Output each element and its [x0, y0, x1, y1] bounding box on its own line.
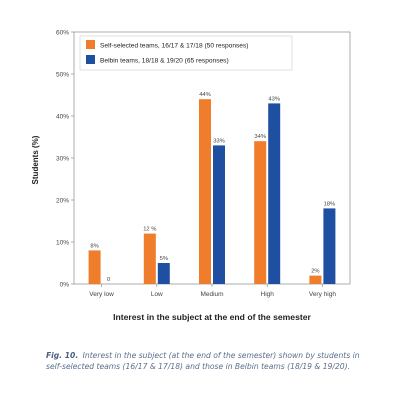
y-tick-label: 20% — [56, 198, 69, 205]
caption-text: Interest in the subject (at the end of t… — [46, 351, 360, 371]
y-tick-label: 0% — [60, 282, 70, 289]
bar-value-label: 44% — [199, 92, 211, 98]
x-axis-label: Interest in the subject at the end of th… — [113, 312, 311, 322]
legend-label: Belbin teams, 18/18 & 19/20 (65 response… — [100, 58, 229, 65]
x-tick-label: Low — [151, 291, 163, 298]
y-tick-label: 30% — [56, 156, 69, 163]
legend-label: Self-selected teams, 16/17 & 17/18 (50 r… — [100, 43, 248, 50]
bar-value-label: 34% — [254, 134, 266, 140]
y-tick-label: 10% — [56, 240, 69, 247]
bar-value-label: 33% — [213, 138, 225, 144]
figure-number: Fig. 10. — [46, 351, 79, 360]
legend-swatch — [86, 55, 95, 64]
y-axis-label: Students (%) — [31, 135, 40, 184]
bar-1 — [199, 99, 211, 284]
bars-group — [88, 99, 336, 285]
bar-value-label: 43% — [268, 96, 280, 102]
bar-labels-group: 8% 0 12 % 5% 44% 33% 34% 43% 2% 18% — [90, 92, 335, 283]
bar-value-label: 8% — [90, 243, 98, 249]
bar-value-label: 2% — [311, 269, 319, 275]
legend: Self-selected teams, 16/17 & 17/18 (50 r… — [79, 35, 293, 71]
bar-1 — [88, 250, 101, 284]
bar-2 — [157, 263, 170, 284]
bar-1 — [309, 275, 322, 284]
y-tick-label: 60% — [56, 30, 69, 37]
y-axis: 0% 10% 20% 30% 40% 50% 60% — [56, 30, 74, 289]
bar-value-label: 5% — [160, 256, 168, 262]
bar-2 — [213, 145, 225, 284]
legend-box — [79, 35, 293, 71]
legend-swatch — [86, 40, 95, 49]
bar-value-label: 0 — [107, 277, 110, 283]
figure-caption: Fig. 10. Interest in the subject (at the… — [46, 350, 376, 372]
x-tick-label: High — [261, 291, 275, 298]
bar-chart: 0% 10% 20% 30% 40% 50% 60% 8% 0 12 % 5% 44% 33% 34% 4… — [31, 30, 351, 322]
bar-value-label: 18% — [324, 201, 336, 207]
y-tick-label: 40% — [56, 114, 69, 121]
bar-2 — [268, 103, 281, 285]
bar-1 — [254, 141, 267, 284]
x-tick-label: Very high — [309, 291, 336, 298]
bar-value-label: 12 % — [143, 227, 156, 233]
bar-1 — [143, 233, 156, 284]
x-axis: Very low Low Medium High Very high — [89, 284, 336, 298]
y-tick-label: 50% — [56, 72, 69, 79]
bar-2 — [323, 208, 336, 284]
x-tick-label: Medium — [200, 291, 223, 298]
x-tick-label: Very low — [89, 291, 114, 298]
